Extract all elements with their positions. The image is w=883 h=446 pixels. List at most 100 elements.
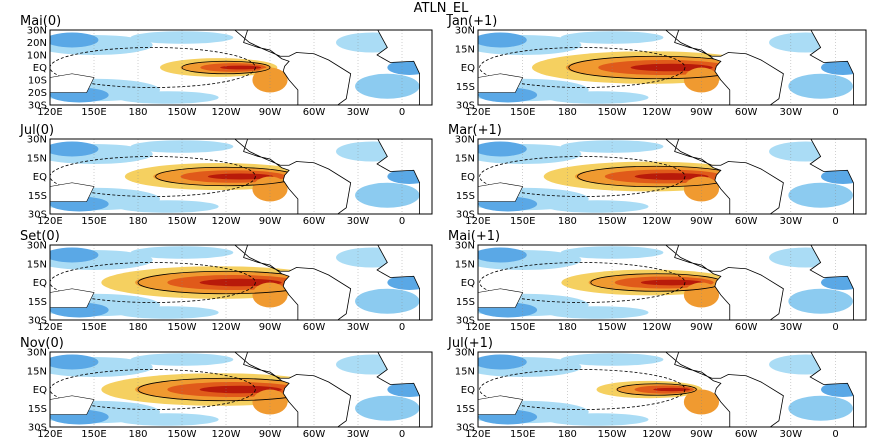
lon-label: 30W (780, 216, 803, 227)
lon-label: 150E (510, 107, 535, 118)
lon-label: 150W (598, 322, 627, 333)
lon-label: 120W (212, 429, 241, 440)
cool-area (478, 141, 527, 157)
lon-label: 90W (259, 322, 282, 333)
cool-area (560, 353, 664, 366)
lat-label: 20S (28, 88, 47, 99)
lon-label: 120E (465, 216, 490, 227)
lon-label: 180 (558, 107, 577, 118)
land (665, 245, 784, 320)
lat-label: 30N (455, 135, 475, 146)
land (665, 352, 784, 427)
lon-label: 150E (81, 322, 106, 333)
warm-area (683, 282, 720, 308)
lon-label: 60W (303, 107, 326, 118)
lon-label: 0 (832, 107, 838, 118)
lat-label: 30S (456, 316, 475, 327)
lat-label: EQ (33, 172, 47, 183)
cool-area (355, 182, 420, 208)
panel-label: Jul(0) (19, 123, 54, 138)
lon-label: 90W (259, 216, 282, 227)
cool-area (116, 413, 219, 426)
warm-area (653, 387, 691, 392)
lat-label: 15S (28, 191, 47, 202)
lat-label: 30N (27, 348, 47, 359)
lat-label: EQ (461, 63, 475, 74)
lon-label: 0 (832, 322, 838, 333)
panel-label: Mai(+1) (448, 229, 500, 244)
land (809, 30, 866, 105)
land (50, 73, 95, 93)
lon-label: 180 (558, 429, 577, 440)
land (478, 182, 524, 202)
cool-area (50, 32, 99, 48)
lon-label: 0 (832, 216, 838, 227)
cool-area (355, 288, 420, 314)
lon-label: 120E (37, 429, 62, 440)
lon-label: 60W (735, 429, 758, 440)
warm-area (252, 389, 288, 415)
lon-label: 150W (598, 429, 627, 440)
cool-area (788, 182, 853, 208)
lon-label: 150W (598, 216, 627, 227)
lon-label: 90W (690, 322, 713, 333)
lon-label: 180 (128, 322, 147, 333)
lon-label: 120W (642, 322, 671, 333)
lat-label: 30N (27, 135, 47, 146)
lon-label: 90W (690, 429, 713, 440)
lat-label: 15N (455, 366, 475, 377)
lon-label: 120W (212, 322, 241, 333)
lon-label: 180 (128, 429, 147, 440)
land (234, 30, 352, 105)
land (376, 139, 432, 214)
lon-label: 60W (303, 216, 326, 227)
lon-label: 150W (168, 429, 197, 440)
cool-area (50, 141, 99, 157)
contour (479, 47, 686, 88)
lat-label: EQ (461, 278, 475, 289)
cool-area (788, 288, 853, 314)
warm-area (207, 173, 274, 180)
lon-label: 120E (465, 429, 490, 440)
cool-area (545, 306, 649, 319)
map-frame (477, 351, 867, 428)
contour (50, 369, 256, 410)
lat-label: 15S (28, 404, 47, 415)
lat-label: 15N (27, 366, 47, 377)
cool-area (560, 246, 664, 259)
cool-area (130, 353, 234, 366)
contour (616, 383, 697, 396)
lon-label: 150E (81, 216, 106, 227)
lon-label: 120E (465, 322, 490, 333)
lon-label: 120E (37, 216, 62, 227)
panel-label: Jan(+1) (447, 14, 497, 29)
warm-area (640, 279, 703, 286)
warm-area (252, 176, 288, 202)
cool-area (116, 91, 219, 104)
contour (50, 47, 256, 88)
cool-area (478, 247, 527, 263)
contour (479, 262, 686, 303)
lat-label: 30S (28, 210, 47, 221)
cool-area (130, 31, 234, 44)
cool-area (560, 140, 664, 153)
lon-label: 120W (642, 107, 671, 118)
lat-label: 15N (27, 153, 47, 164)
lat-label: EQ (33, 63, 47, 74)
warm-area (683, 389, 720, 415)
cool-area (560, 31, 664, 44)
land (478, 73, 524, 93)
contour (50, 262, 256, 303)
figure-title: ATLN_EL (414, 1, 470, 16)
land (234, 245, 352, 320)
lat-label: 30S (28, 101, 47, 112)
lon-label: 150E (81, 429, 106, 440)
map-frame (49, 138, 433, 215)
cool-area (116, 306, 219, 319)
lon-label: 30W (347, 429, 370, 440)
